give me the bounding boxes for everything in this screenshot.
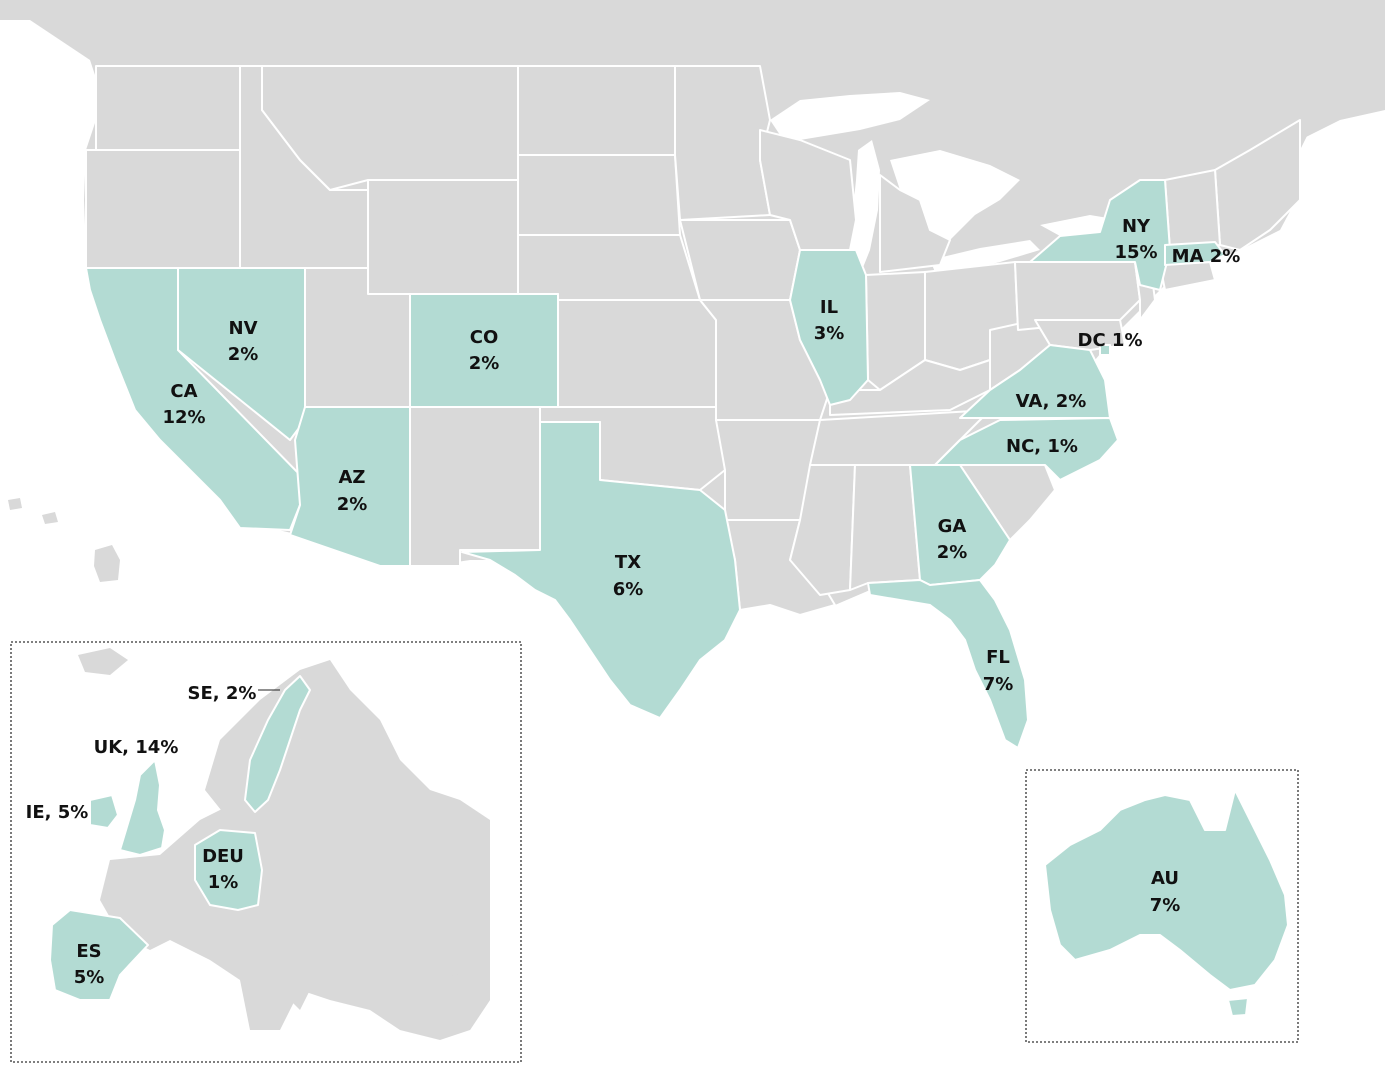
label-az-pct: 2% bbox=[337, 494, 368, 515]
region-ca bbox=[85, 267, 306, 531]
label-ca-pct: 12% bbox=[162, 407, 205, 428]
island-c bbox=[94, 545, 120, 582]
great-lakes bbox=[770, 92, 1120, 275]
australia-inset-frame bbox=[1025, 769, 1299, 1043]
label-fl-code: FL bbox=[986, 647, 1010, 668]
turkey bbox=[380, 970, 490, 1030]
label-co-code: CO bbox=[470, 327, 499, 348]
label-ny-code: NY bbox=[1122, 216, 1151, 237]
label-es-code: ES bbox=[76, 941, 101, 962]
region-ny bbox=[1029, 179, 1171, 291]
us-states-base bbox=[85, 65, 1301, 616]
label-au-pct: 7% bbox=[1150, 895, 1181, 916]
state-mi bbox=[879, 174, 951, 273]
region-es bbox=[49, 909, 149, 1001]
region-uk bbox=[119, 759, 166, 856]
label-ga-pct: 2% bbox=[937, 542, 968, 563]
region-ie bbox=[89, 794, 119, 829]
region-tx bbox=[461, 421, 741, 719]
europe-mainland bbox=[100, 690, 490, 1040]
state-wy bbox=[367, 179, 519, 295]
state-nd bbox=[517, 65, 676, 156]
region-il bbox=[789, 249, 869, 406]
canada-east-coast bbox=[1250, 40, 1385, 140]
us-highlighted-states bbox=[85, 179, 1226, 749]
region-nc bbox=[934, 417, 1119, 481]
state-nm bbox=[409, 406, 541, 567]
italy bbox=[235, 915, 310, 1010]
state-vt-nh bbox=[1164, 169, 1221, 251]
iceland bbox=[78, 648, 128, 675]
label-ma: MA 2% bbox=[1172, 246, 1241, 267]
hawaii-islands bbox=[8, 498, 120, 582]
state-ks bbox=[557, 299, 717, 408]
finland bbox=[305, 680, 360, 770]
region-se bbox=[244, 675, 311, 813]
label-fl-pct: 7% bbox=[983, 674, 1014, 695]
lake-huron bbox=[890, 150, 1020, 240]
label-il-code: IL bbox=[820, 297, 838, 318]
region-deu bbox=[194, 829, 263, 911]
label-nv-pct: 2% bbox=[228, 344, 259, 365]
label-tx-pct: 6% bbox=[613, 579, 644, 600]
island-a bbox=[8, 498, 22, 510]
europe-inset-frame bbox=[10, 641, 522, 1063]
lake-superior bbox=[770, 92, 930, 140]
label-il-pct: 3% bbox=[814, 323, 845, 344]
lake-michigan bbox=[850, 140, 880, 275]
state-sd bbox=[517, 154, 681, 236]
label-ny-pct: 15% bbox=[1114, 242, 1157, 263]
state-ia bbox=[679, 219, 801, 301]
label-tx-code: TX bbox=[615, 552, 641, 573]
region-fl bbox=[867, 579, 1029, 749]
island-b bbox=[42, 512, 58, 524]
label-ga-code: GA bbox=[938, 516, 967, 537]
region-co bbox=[409, 293, 559, 408]
label-va: VA, 2% bbox=[1016, 391, 1087, 412]
label-nv-code: NV bbox=[229, 318, 258, 339]
state-al bbox=[849, 464, 921, 591]
state-me bbox=[1214, 119, 1301, 251]
region-ma bbox=[1164, 241, 1226, 266]
state-wa bbox=[95, 65, 241, 151]
label-uk: UK, 14% bbox=[94, 737, 179, 758]
region-labels: NY 15% MA 2% CA 12% NV 2% CO 2% IL 3% DC… bbox=[26, 216, 1241, 988]
label-deu-code: DEU bbox=[202, 846, 244, 867]
region-dc bbox=[1099, 344, 1111, 356]
australia-highlighted bbox=[1044, 789, 1289, 1017]
label-deu-pct: 1% bbox=[208, 872, 239, 893]
region-va bbox=[959, 344, 1111, 419]
label-es-pct: 5% bbox=[74, 967, 105, 988]
label-se: SE, 2% bbox=[188, 683, 257, 704]
label-ca-code: CA bbox=[170, 381, 197, 402]
label-au-code: AU bbox=[1151, 868, 1179, 889]
region-az bbox=[289, 406, 411, 567]
label-dc: DC 1% bbox=[1078, 330, 1143, 351]
region-au bbox=[1044, 789, 1289, 991]
label-az-code: AZ bbox=[339, 467, 366, 488]
state-mn bbox=[674, 65, 771, 221]
label-ie: IE, 5% bbox=[26, 802, 89, 823]
lake-erie bbox=[930, 240, 1040, 272]
europe-highlighted bbox=[49, 675, 311, 1001]
state-or bbox=[85, 149, 241, 269]
label-nc: NC, 1% bbox=[1006, 436, 1078, 457]
tasmania bbox=[1227, 997, 1249, 1017]
state-ne bbox=[517, 234, 701, 301]
label-co-pct: 2% bbox=[469, 353, 500, 374]
